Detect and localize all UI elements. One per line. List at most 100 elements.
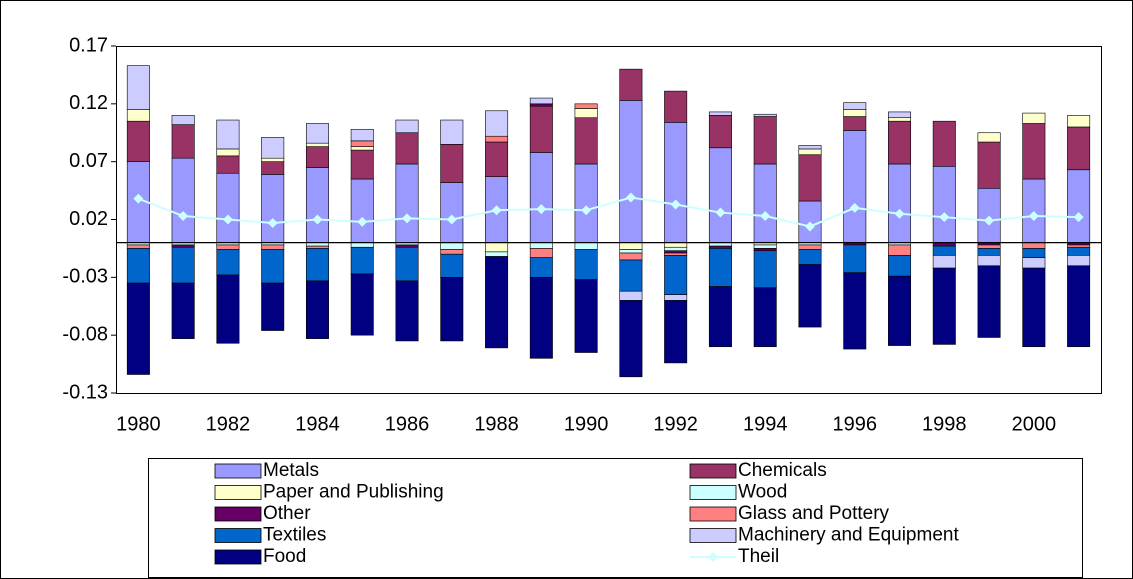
bar-segment: [1022, 178, 1046, 243]
y-tick-label: -0.13: [62, 381, 108, 403]
bar-segment: [395, 132, 419, 165]
bar-segment: [529, 152, 553, 243]
bar-segment: [888, 255, 912, 277]
bar-segment: [888, 117, 912, 122]
bar-segment: [619, 300, 643, 378]
theil-marker: [133, 193, 144, 204]
bar-segment: [664, 250, 688, 254]
bar-segment: [1067, 244, 1091, 248]
bar-segment: [395, 119, 419, 134]
bar-segment: [350, 149, 374, 180]
bar-segment: [1022, 123, 1046, 180]
theil-line: [138, 196, 1079, 228]
bar-segment: [171, 282, 195, 339]
bar-segment: [888, 275, 912, 346]
bar-segment: [350, 140, 374, 147]
bar-segment: [888, 244, 912, 256]
bar-segment: [977, 132, 1001, 143]
bar-segment: [932, 267, 956, 345]
bar-segment: [529, 105, 553, 153]
theil-marker: [715, 207, 726, 218]
bar-segment: [664, 255, 688, 295]
bar-segment: [843, 109, 867, 117]
bar-segment: [440, 249, 464, 255]
bar-segment: [843, 116, 867, 131]
bar-segment: [1067, 126, 1091, 171]
bar-segment: [305, 142, 329, 147]
bar-segment: [977, 187, 1001, 243]
bar-segment: [664, 246, 688, 252]
bar-segment: [843, 130, 867, 243]
bar-segment: [350, 246, 374, 275]
bar-segment: [485, 110, 509, 137]
bar-segment: [574, 279, 598, 353]
bar-segment: [798, 264, 822, 328]
theil-marker: [849, 202, 860, 213]
bar-segment: [305, 245, 329, 249]
bar-segment: [708, 147, 732, 243]
legend-label: Wood: [738, 482, 787, 503]
theil-marker: [312, 214, 323, 225]
bar-segment: [485, 251, 509, 257]
y-tick-label: 0.02: [69, 208, 108, 230]
bar-segment: [171, 157, 195, 243]
bar-segment: [529, 257, 553, 278]
legend-label: Machinery and Equipment: [738, 525, 959, 546]
bar-segment: [440, 119, 464, 145]
bar-segment: [843, 272, 867, 350]
bar-segment: [261, 282, 285, 331]
bar-segment: [574, 249, 598, 280]
bar-segment: [753, 248, 777, 252]
bar-segment: [216, 274, 240, 344]
x-tick-label: 1986: [385, 413, 430, 435]
bar-segment: [619, 259, 643, 292]
bar-segment: [529, 242, 553, 249]
y-tick-label: 0.07: [69, 150, 108, 172]
bar-segment: [664, 242, 688, 248]
bar-segment: [395, 246, 419, 282]
legend-label: Metals: [263, 460, 319, 481]
theil-marker: [625, 192, 636, 203]
bar-segment: [216, 244, 240, 250]
bar-segment: [440, 144, 464, 183]
bar-segment: [350, 242, 374, 248]
bar-segment: [798, 145, 822, 150]
theil-marker: [357, 216, 368, 227]
bar-segment: [261, 249, 285, 284]
x-tick-label: 1984: [295, 413, 340, 435]
bar-segment: [261, 157, 285, 162]
legend-label: Glass and Pottery: [738, 503, 890, 524]
bar-segment: [529, 97, 553, 105]
bar-segment: [1067, 265, 1091, 348]
bar-segment: [216, 119, 240, 150]
bar-segment: [932, 255, 956, 269]
bar-segment: [171, 246, 195, 284]
bar-segment: [753, 250, 777, 289]
bar-segment: [798, 244, 822, 250]
bar-segment: [261, 161, 285, 175]
theil-marker: [804, 221, 815, 232]
bar-segment: [350, 273, 374, 336]
theil-marker: [670, 199, 681, 210]
legend-label: Theil: [738, 546, 779, 567]
theil-marker: [939, 212, 950, 223]
bar-segment: [664, 122, 688, 243]
bar-segment: [977, 255, 1001, 267]
bar-segment: [888, 120, 912, 165]
x-tick-label: 1990: [564, 413, 609, 435]
bar-segment: [798, 249, 822, 265]
theil-marker: [267, 217, 278, 228]
bar-segment: [753, 287, 777, 348]
bar-segment: [350, 146, 374, 151]
legend-swatch: [214, 528, 262, 543]
bar-segment: [171, 124, 195, 159]
bar-segment: [216, 249, 240, 276]
legend-label: Food: [263, 546, 306, 567]
bar-segment: [977, 244, 1001, 249]
y-tick-label: 0.17: [69, 34, 108, 56]
bar-segment: [529, 103, 553, 107]
bar-segment: [305, 167, 329, 243]
bar-segment: [485, 242, 509, 253]
legend-swatch: [689, 506, 737, 522]
